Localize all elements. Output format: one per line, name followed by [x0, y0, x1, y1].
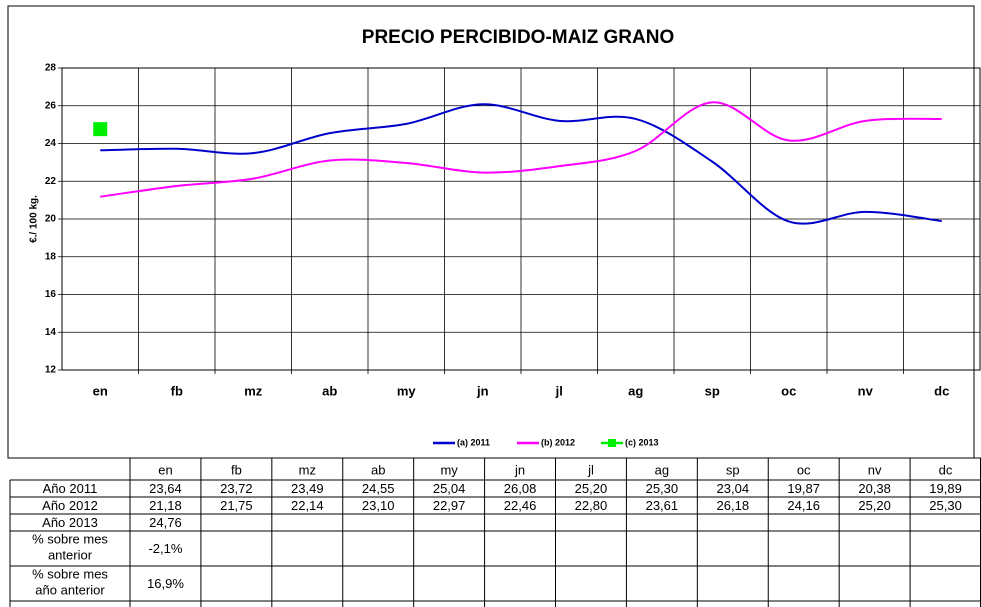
x-tick-label: fb: [171, 383, 183, 398]
table-cell: 22,46: [504, 498, 537, 513]
legend-label: (b) 2012: [541, 437, 575, 447]
x-tick-label: en: [93, 383, 108, 398]
x-tick-label: sp: [705, 383, 720, 398]
table-cell: 24,76: [149, 515, 182, 530]
x-tick-label: ab: [322, 383, 337, 398]
table-cell: 23,10: [362, 498, 395, 513]
table-header: my: [440, 462, 458, 477]
legend-label: (a) 2011: [457, 437, 490, 447]
table-header: dc: [939, 462, 953, 477]
y-tick-label: 16: [45, 289, 57, 300]
series-line: [100, 103, 942, 225]
table-cell: 26,08: [504, 481, 537, 496]
x-tick-label: jl: [555, 383, 563, 398]
point-marker: [93, 122, 108, 137]
table-cell: 22,97: [433, 498, 466, 513]
x-tick-label: ag: [628, 383, 643, 398]
table-cell: 21,75: [220, 498, 253, 513]
y-tick-label: 26: [45, 100, 57, 111]
legend-label: (c) 2013: [625, 437, 659, 447]
table-cell: 21,18: [149, 498, 182, 513]
chart-title: PRECIO PERCIBIDO-MAIZ GRANO: [362, 27, 674, 48]
table-header: ag: [655, 462, 669, 477]
y-tick-label: 14: [45, 327, 57, 338]
series-line: [100, 101, 942, 198]
table-row-label: Año 2012: [42, 498, 98, 513]
table-cell: 24,55: [362, 481, 395, 496]
table-cell: 23,61: [646, 498, 679, 513]
table-cell: 25,30: [646, 481, 679, 496]
table-header: jl: [587, 462, 594, 477]
table-cell: 24,16: [787, 498, 820, 513]
table-header: ab: [371, 462, 385, 477]
table-row-label: Año 2013: [42, 515, 98, 530]
table-row-label: % sobre mes anterior: [32, 532, 108, 563]
table-row-label: % sobre mes año anterior: [32, 567, 108, 598]
table-cell: 23,04: [717, 481, 750, 496]
table-header: fb: [231, 462, 242, 477]
table-cell: -2,1%: [148, 541, 182, 556]
y-tick-label: 20: [45, 214, 57, 225]
table-cell: 22,80: [575, 498, 608, 513]
table-cell: 16,9%: [147, 576, 184, 591]
table-header: nv: [868, 462, 882, 477]
x-tick-label: nv: [858, 383, 874, 398]
x-tick-label: my: [397, 383, 417, 398]
table-cell: 23,49: [291, 481, 324, 496]
legend-marker: [608, 439, 616, 447]
table-header: jn: [514, 462, 525, 477]
table-cell: 25,20: [575, 481, 608, 496]
table-header: oc: [797, 462, 811, 477]
table-cell: 23,64: [149, 481, 182, 496]
y-tick-label: 12: [45, 365, 57, 376]
table-cell: 23,72: [220, 481, 253, 496]
y-tick-label: 24: [45, 138, 57, 149]
x-tick-label: mz: [244, 383, 263, 398]
x-tick-label: dc: [934, 383, 949, 398]
y-tick-label: 22: [45, 176, 57, 187]
table-header: mz: [299, 462, 316, 477]
table-header: en: [158, 462, 172, 477]
table-row-label: Año 2011: [43, 481, 98, 496]
y-tick-label: 28: [45, 63, 57, 74]
table-cell: 20,38: [858, 481, 891, 496]
table-cell: 26,18: [717, 498, 750, 513]
table-cell: 25,30: [929, 498, 962, 513]
y-tick-label: 18: [45, 251, 57, 262]
table-cell: 22,14: [291, 498, 324, 513]
x-tick-label: jn: [476, 383, 489, 398]
table-cell: 25,20: [858, 498, 891, 513]
chart-frame: [7, 5, 975, 459]
table-cell: 19,87: [787, 481, 820, 496]
table-cell: 25,04: [433, 481, 466, 496]
x-tick-label: oc: [781, 383, 796, 398]
table-cell: 19,89: [929, 481, 962, 496]
y-axis-label: €./ 100 kg.: [29, 195, 40, 243]
table-header: sp: [726, 462, 740, 477]
